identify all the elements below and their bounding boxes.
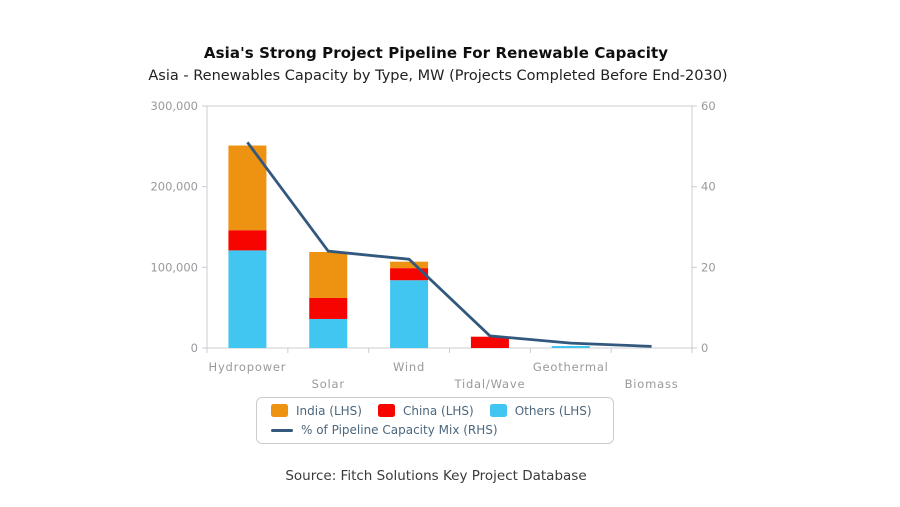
svg-text:300,000: 300,000 (150, 99, 198, 113)
left-axis-labels: 300,000 200,000 100,000 0 (150, 99, 207, 355)
svg-text:40: 40 (701, 180, 716, 194)
svg-text:200,000: 200,000 (150, 180, 198, 194)
bar-segment (309, 318, 348, 348)
legend-item-pipeline-mix: % of Pipeline Capacity Mix (RHS) (271, 424, 498, 436)
bar-segment (470, 336, 509, 348)
chart-title: Asia's Strong Project Pipeline For Renew… (203, 44, 669, 62)
bar-segment (390, 280, 429, 348)
bottom-axis-ticks (206, 348, 693, 353)
legend-row-bars: India (LHS) China (LHS) Others (LHS) (271, 404, 603, 417)
bar-segment (390, 261, 429, 269)
bar-segment (390, 268, 429, 281)
right-axis-labels: 60 40 20 0 (692, 99, 716, 355)
legend-label-china: China (LHS) (402, 403, 474, 418)
others-swatch-icon (489, 404, 507, 417)
bar-segment (309, 297, 348, 319)
bar-segment (309, 252, 348, 298)
source-text: Source: Fitch Solutions Key Project Data… (285, 468, 587, 484)
axes (206, 105, 693, 349)
svg-text:60: 60 (701, 99, 716, 113)
svg-text:Biomass: Biomass (625, 377, 679, 391)
legend-label-others: Others (LHS) (514, 403, 592, 418)
svg-text:20: 20 (701, 260, 716, 274)
svg-text:0: 0 (701, 341, 708, 355)
svg-text:100,000: 100,000 (150, 260, 198, 274)
svg-text:Hydropower: Hydropower (209, 360, 287, 374)
category-labels: Hydropower Solar Wind Tidal/Wave Geothermal B… (209, 360, 679, 391)
svg-text:Solar: Solar (312, 377, 345, 391)
svg-text:0: 0 (191, 341, 198, 355)
legend-label-pipeline-mix: % of Pipeline Capacity Mix (RHS) (301, 423, 498, 437)
svg-text:Tidal/Wave: Tidal/Wave (453, 377, 525, 391)
svg-text:Wind: Wind (393, 360, 425, 374)
legend-item-china: China (LHS) (377, 403, 474, 418)
bar-segment (551, 345, 590, 348)
stacked-bars (228, 145, 590, 348)
china-swatch-icon (377, 404, 395, 417)
legend-item-india: India (LHS) (271, 404, 362, 417)
pipeline-mix-line (246, 141, 652, 348)
legend-row-line: % of Pipeline Capacity Mix (RHS) (271, 424, 603, 436)
line-swatch-icon (271, 428, 293, 432)
chart-legend: India (LHS) China (LHS) Others (LHS) % o… (256, 397, 614, 444)
legend-label-india: India (LHS) (296, 403, 362, 418)
bar-segment (228, 230, 267, 251)
legend-item-others: Others (LHS) (489, 403, 592, 418)
india-swatch-icon (271, 404, 288, 417)
chart-subtitle: Asia - Renewables Capacity by Type, MW (… (148, 68, 728, 84)
svg-text:Geothermal: Geothermal (533, 360, 609, 374)
bar-segment (228, 250, 267, 348)
